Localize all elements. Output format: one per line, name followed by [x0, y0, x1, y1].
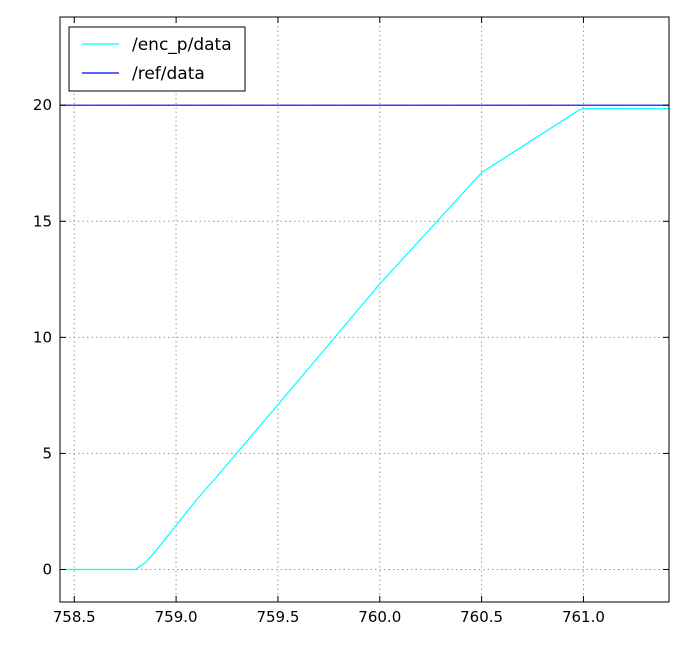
legend-entry-label: /enc_p/data: [132, 35, 232, 55]
series-lines: [60, 104, 669, 571]
x-tick-label: 760.5: [460, 608, 503, 626]
legend-box: [68, 26, 246, 92]
legend: /enc_p/data/ref/data: [68, 26, 246, 92]
y-tick-label: 10: [33, 328, 52, 346]
series-line-enc-p-data: [64, 108, 669, 571]
legend-entry-label: /ref/data: [132, 64, 205, 84]
y-tick-label: 5: [42, 444, 52, 462]
x-tick-label: 759.5: [256, 608, 299, 626]
axis-ticks: 758.5 759.0 759.5 760.0 760.5 761.0 0 5 10 15 20: [33, 17, 669, 626]
plot-frame: [59, 16, 670, 603]
x-tick-label: 761.0: [562, 608, 605, 626]
x-tick-label: 759.0: [155, 608, 198, 626]
grid-lines: [60, 17, 669, 602]
x-tick-label: 760.0: [358, 608, 401, 626]
x-tick-label: 758.5: [53, 608, 96, 626]
y-tick-label: 15: [33, 212, 52, 230]
y-tick-label: 20: [33, 96, 52, 114]
y-tick-label: 0: [42, 561, 52, 579]
